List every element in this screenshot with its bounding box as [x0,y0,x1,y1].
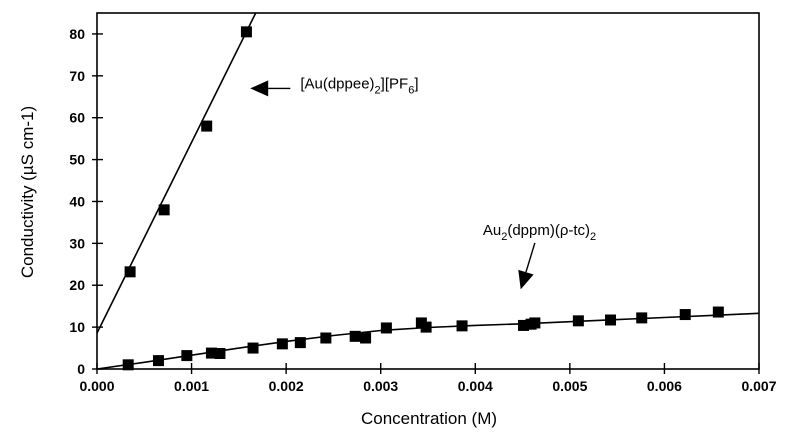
data-point-series-1 [124,266,136,278]
annotations: [Au(dppee)2][PF6]Au2(dppm)(ρ-tc)2 [250,75,596,290]
data-point-series-2 [529,317,541,329]
x-tick-label: 0.000 [79,378,114,394]
annotation-text: ][PF [381,75,409,92]
data-point-series-2 [320,332,332,344]
y-axis-title: Conductivity (µS cm-1) [18,106,37,278]
data-point-series-2 [276,338,288,350]
annotation-arrow-head-2 [518,269,534,290]
annotation-text: [Au(dppee) [300,75,374,92]
data-point-series-2 [214,348,226,360]
data-point-series-2 [152,355,164,367]
data-point-series-1 [240,26,252,38]
data-markers [122,26,724,371]
data-point-series-2 [205,347,217,359]
y-tick-label: 50 [69,152,85,168]
data-point-series-2 [456,320,468,332]
x-tick-label: 0.005 [552,378,587,394]
x-tick-label: 0.006 [647,378,682,394]
annotation-subscript: 2 [590,231,596,243]
fit-line-series-1 [97,13,257,335]
data-point-series-2 [349,330,361,342]
data-point-series-2 [679,309,691,321]
data-point-series-2 [247,342,259,354]
x-tick-label: 0.001 [174,378,209,394]
y-tick-label: 20 [69,277,85,293]
data-point-series-2 [420,321,432,333]
data-point-series-2 [360,332,372,344]
annotation-subscript: 6 [408,84,414,96]
y-tick-label: 30 [69,235,85,251]
y-tick-label: 60 [69,110,85,126]
annotation-text: Au [483,222,501,239]
annotation-label-2: Au2(dppm)(ρ-tc)2 [483,222,596,243]
data-point-series-2 [518,319,530,331]
y-tick-label: 70 [69,68,85,84]
x-tick-label: 0.007 [741,378,776,394]
x-tick-label: 0.003 [363,378,398,394]
data-point-series-2 [181,350,193,362]
axes: 0 10 20 30 40 50 60 70 80 0.000 0.001 0.002 0.003 0.0… [69,12,777,394]
annotation-subscript: 2 [501,231,507,243]
data-point-series-2 [712,306,724,318]
data-point-series-2 [122,359,134,371]
data-point-series-2 [605,314,617,326]
x-axis-title: Concentration (M) [361,409,497,428]
y-tick-label: 10 [69,319,85,335]
annotation-text: (dppm)(ρ-tc) [507,222,590,239]
annotation-text: ] [414,75,418,92]
annotation-arrow-shaft-2 [525,242,536,273]
fit-lines [97,13,759,369]
y-tick-label: 40 [69,193,85,209]
y-tick-label: 80 [69,26,85,42]
data-point-series-2 [636,312,648,324]
x-tick-label: 0.004 [458,378,493,394]
annotation-subscript: 2 [375,84,381,96]
data-point-series-1 [201,120,213,132]
annotation-arrow-head-1 [250,80,269,97]
plot-frame [96,12,760,370]
data-point-series-2 [572,315,584,327]
x-tick-label: 0.002 [269,378,304,394]
y-tick-label: 0 [77,361,85,377]
data-point-series-1 [158,204,170,216]
data-point-series-2 [380,322,392,334]
data-point-series-2 [294,337,306,349]
annotation-label-1: [Au(dppee)2][PF6] [300,75,418,96]
